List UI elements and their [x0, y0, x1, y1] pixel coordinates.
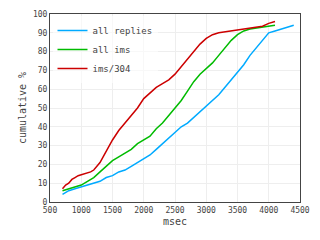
svg-text:4000: 4000 — [259, 206, 278, 215]
svg-text:cumulative %: cumulative % — [17, 72, 28, 144]
svg-text:20: 20 — [38, 160, 48, 169]
svg-text:80: 80 — [38, 47, 48, 56]
svg-text:0: 0 — [43, 198, 48, 207]
svg-text:2000: 2000 — [134, 206, 153, 215]
svg-text:100: 100 — [33, 10, 48, 19]
svg-text:all replies: all replies — [93, 26, 153, 36]
svg-text:30: 30 — [38, 141, 48, 150]
svg-text:40: 40 — [38, 123, 48, 132]
svg-text:3000: 3000 — [197, 206, 216, 215]
svg-text:1000: 1000 — [72, 206, 91, 215]
svg-text:ims/304: ims/304 — [93, 64, 131, 74]
svg-text:90: 90 — [38, 29, 48, 38]
svg-text:10: 10 — [38, 179, 48, 188]
svg-text:all ims: all ims — [93, 45, 131, 55]
svg-text:4500: 4500 — [290, 206, 309, 215]
svg-text:500: 500 — [43, 206, 58, 215]
svg-text:50: 50 — [38, 104, 48, 113]
svg-text:60: 60 — [38, 85, 48, 94]
svg-text:msec: msec — [163, 216, 187, 227]
svg-text:3500: 3500 — [228, 206, 247, 215]
svg-text:70: 70 — [38, 66, 48, 75]
svg-text:2500: 2500 — [165, 206, 184, 215]
svg-text:1500: 1500 — [103, 206, 122, 215]
